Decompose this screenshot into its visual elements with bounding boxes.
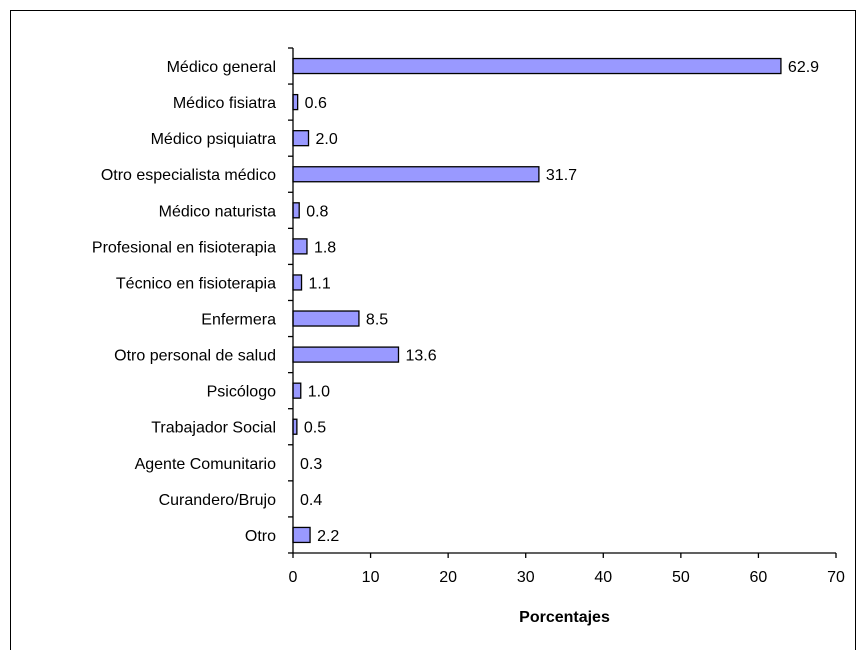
category-label: Agente Comunitario: [135, 456, 277, 473]
category-labels: Médico general Médico fisiatra Médico psiq…: [92, 59, 276, 545]
bar: [292, 310, 360, 327]
value-label: 1.8: [314, 239, 336, 256]
bar: [292, 526, 311, 544]
value-label: 0.8: [306, 203, 328, 220]
category-label: Otro personal de salud: [114, 348, 276, 365]
category-label: Otro especialista médico: [101, 167, 276, 184]
bar-chart: Médico general Médico fisiatra Médico psiq…: [92, 47, 845, 626]
bar: [292, 130, 310, 147]
category-label: Enfermera: [201, 312, 276, 329]
bars-layer: [292, 57, 782, 544]
axes: [288, 47, 836, 554]
bar: [292, 346, 400, 363]
x-tick-label: 10: [362, 569, 380, 586]
bar: [292, 57, 782, 75]
bar: [292, 382, 302, 399]
value-label: 0.5: [304, 420, 326, 437]
bar: [292, 238, 308, 255]
value-label: 0.4: [300, 492, 322, 509]
x-tick-label: 40: [594, 569, 612, 586]
category-label: Médico general: [167, 59, 276, 76]
value-label: 0.6: [305, 95, 327, 112]
category-label: Médico fisiatra: [173, 95, 276, 112]
value-label: 1.0: [308, 384, 330, 401]
x-tick-label: 60: [750, 569, 768, 586]
category-label: Técnico en fisioterapia: [116, 275, 276, 292]
category-label: Psicólogo: [207, 384, 276, 401]
x-axis-title: Porcentajes: [519, 609, 610, 626]
bar: [292, 166, 540, 183]
category-label: Médico naturista: [159, 203, 276, 220]
x-ticks: 0 10 20 30 40 50 60 70: [289, 552, 845, 586]
value-label: 2.2: [317, 528, 339, 545]
category-label: Médico psiquiatra: [151, 131, 277, 148]
x-tick-label: 30: [517, 569, 535, 586]
category-label: Profesional en fisioterapia: [92, 239, 276, 256]
value-label: 0.3: [300, 456, 322, 473]
value-label: 62.9: [788, 59, 819, 76]
value-labels: 62.9 0.6 2.0 31.7 0.8 1.8 1.1 8.5 13.6 1.0 0.5 0.3 0…: [300, 59, 819, 545]
value-label: 1.1: [309, 275, 331, 292]
chart-frame: [10, 10, 856, 650]
category-label: Trabajador Social: [151, 420, 276, 437]
x-tick-label: 70: [827, 569, 845, 586]
x-tick-label: 0: [289, 569, 298, 586]
value-label: 8.5: [366, 312, 388, 329]
x-tick-label: 20: [439, 569, 457, 586]
value-label: 2.0: [316, 131, 338, 148]
category-label: Curandero/Brujo: [159, 492, 277, 509]
category-label: Otro: [245, 528, 276, 545]
x-tick-label: 50: [672, 569, 690, 586]
value-label: 13.6: [405, 348, 436, 365]
bar: [292, 93, 299, 111]
value-label: 31.7: [546, 167, 577, 184]
bar: [292, 202, 300, 219]
bar: [292, 274, 303, 291]
